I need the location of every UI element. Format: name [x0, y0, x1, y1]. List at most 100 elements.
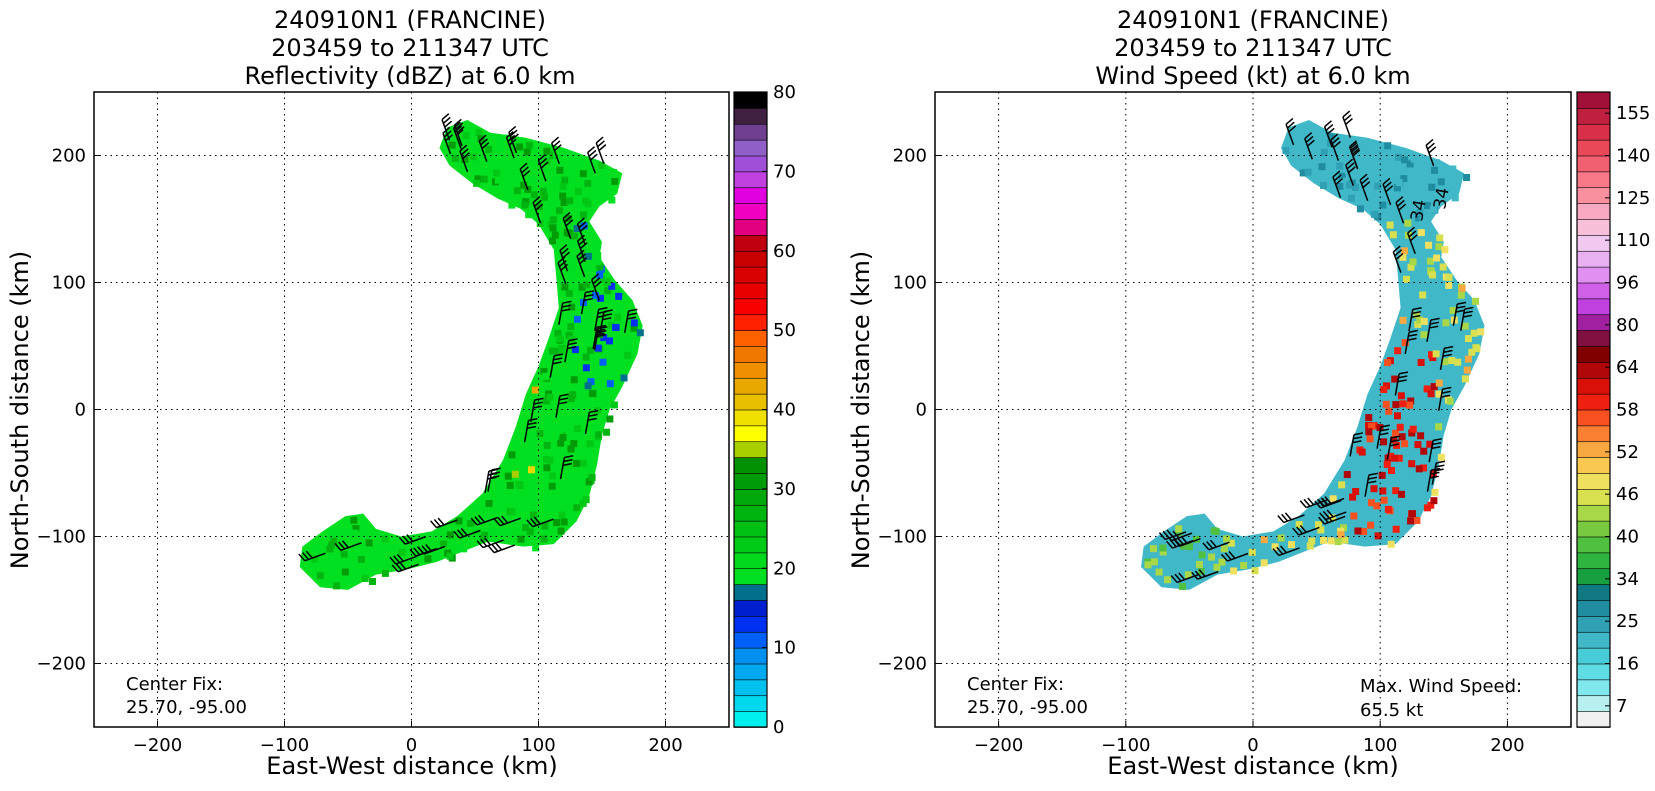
- wind-barb-feather: [1220, 553, 1228, 562]
- field-cell: [1208, 553, 1216, 561]
- field-cell: [440, 540, 448, 548]
- wind-barb-feather: [1440, 394, 1451, 398]
- wind-barb-feather: [627, 312, 637, 316]
- field-cell: [1392, 429, 1400, 437]
- field-cell: [578, 283, 586, 291]
- colorbar-segment: [733, 679, 768, 697]
- field-cell: [584, 382, 592, 390]
- wind-barb-feather: [597, 140, 605, 148]
- field-cell: [1401, 190, 1409, 198]
- field-cell: [1384, 359, 1392, 367]
- colorbar-segment: [733, 583, 768, 601]
- colorbar-segment: [1576, 552, 1611, 570]
- wind-barb-feather: [1389, 443, 1399, 447]
- wind-barb-feather: [553, 144, 562, 152]
- field-cell: [533, 147, 541, 155]
- field-cell: [561, 283, 569, 291]
- field-cell: [548, 482, 556, 490]
- colorbar-tick-label: 125: [1616, 188, 1650, 209]
- colorbar-segment: [1576, 599, 1611, 617]
- wind-barb-feather: [1398, 375, 1408, 379]
- field-cell: [1186, 543, 1194, 551]
- field-cell: [1401, 156, 1409, 164]
- field-cell: [1175, 529, 1183, 537]
- field-cell: [1415, 214, 1423, 222]
- colorbar-segment: [733, 552, 768, 570]
- x-tick-label: 0: [1247, 735, 1258, 756]
- wind-barb-feather: [1307, 139, 1315, 147]
- wind-barb-feather: [577, 253, 586, 261]
- wind-barb-feather: [1434, 468, 1444, 472]
- field-cell: [554, 329, 562, 337]
- wind-barb-feather: [1170, 575, 1178, 583]
- colorbar-segment: [733, 615, 768, 633]
- colorbar-tick-label: 80: [773, 82, 796, 103]
- wind-barb-feather: [1330, 133, 1339, 141]
- field-cell: [1386, 221, 1394, 229]
- field-cell: [530, 511, 538, 519]
- wind-barb-feather: [1349, 141, 1358, 149]
- wind-barb-feather: [1352, 440, 1362, 444]
- field-cell: [1210, 527, 1218, 535]
- field-cell: [568, 335, 576, 343]
- field-cell: [1334, 538, 1342, 546]
- field-cell: [1383, 460, 1391, 468]
- wind-barb-feather: [598, 144, 607, 152]
- field-cell: [566, 418, 574, 426]
- wind-barb-feather: [399, 561, 407, 570]
- wind-barb-feather: [1165, 540, 1173, 549]
- field-cell: [590, 364, 598, 372]
- colorbar-segment: [1576, 202, 1611, 220]
- wind-barb-feather: [1429, 321, 1440, 325]
- field-cell: [549, 237, 557, 245]
- panel-title-line-2: 203459 to 211347 UTC: [1114, 34, 1392, 62]
- wind-barb-feather: [561, 308, 571, 312]
- field-cell: [636, 329, 644, 337]
- wind-barb-feather: [539, 157, 548, 165]
- y-axis-label: North-South distance (km): [6, 251, 34, 570]
- colorbar-tick-label: 110: [1616, 230, 1650, 251]
- y-tick-label: 100: [893, 273, 927, 294]
- wind-barb-feather: [553, 353, 564, 357]
- field-cell: [1379, 487, 1387, 495]
- field-cell: [1294, 151, 1302, 159]
- field-cell: [1428, 271, 1436, 279]
- wind-barb-feather: [1307, 497, 1315, 506]
- wind-barb-feather: [1456, 305, 1466, 309]
- field-cell: [1408, 429, 1416, 437]
- field-cell: [1435, 390, 1443, 398]
- wind-speed-panel: 240910N1 (FRANCINE) 203459 to 211347 UTC…: [847, 6, 1650, 780]
- wind-barb-feather: [1318, 516, 1326, 525]
- field-cell: [345, 537, 353, 545]
- field-cell: [485, 145, 493, 153]
- field-cell: [485, 500, 493, 508]
- field-cell: [1373, 502, 1381, 510]
- colorbar-segment: [1576, 488, 1611, 506]
- field-cell: [1472, 344, 1480, 352]
- field-cell: [1463, 173, 1471, 181]
- field-cell: [506, 185, 514, 193]
- colorbar-segment: [733, 631, 768, 649]
- field-cell: [1299, 169, 1307, 177]
- wind-barb-feather: [460, 527, 468, 536]
- colorbar-segment: [1576, 583, 1611, 601]
- colorbar-segment: [733, 647, 768, 665]
- field-cell: [446, 552, 454, 560]
- field-cell: [493, 169, 501, 177]
- field-cell: [527, 466, 535, 474]
- wind-barb-feather: [481, 142, 490, 150]
- field-cell: [1425, 241, 1433, 249]
- wind-barb-feather: [534, 397, 544, 401]
- wind-barb-feather: [540, 161, 549, 169]
- wind-barb-feather: [1380, 424, 1390, 428]
- wind-barb-feather: [1443, 349, 1453, 353]
- field-cell: [1379, 201, 1387, 209]
- colorbar-segment: [733, 536, 768, 554]
- field-cell: [1417, 359, 1425, 367]
- wind-barb-feather: [406, 534, 414, 542]
- wind-barb-feather: [1411, 314, 1421, 319]
- wind-barb-feather: [1429, 325, 1439, 329]
- field-cell: [553, 519, 561, 527]
- colorbar-tick-label: 80: [1616, 315, 1639, 336]
- wind-barb-feather: [474, 516, 482, 525]
